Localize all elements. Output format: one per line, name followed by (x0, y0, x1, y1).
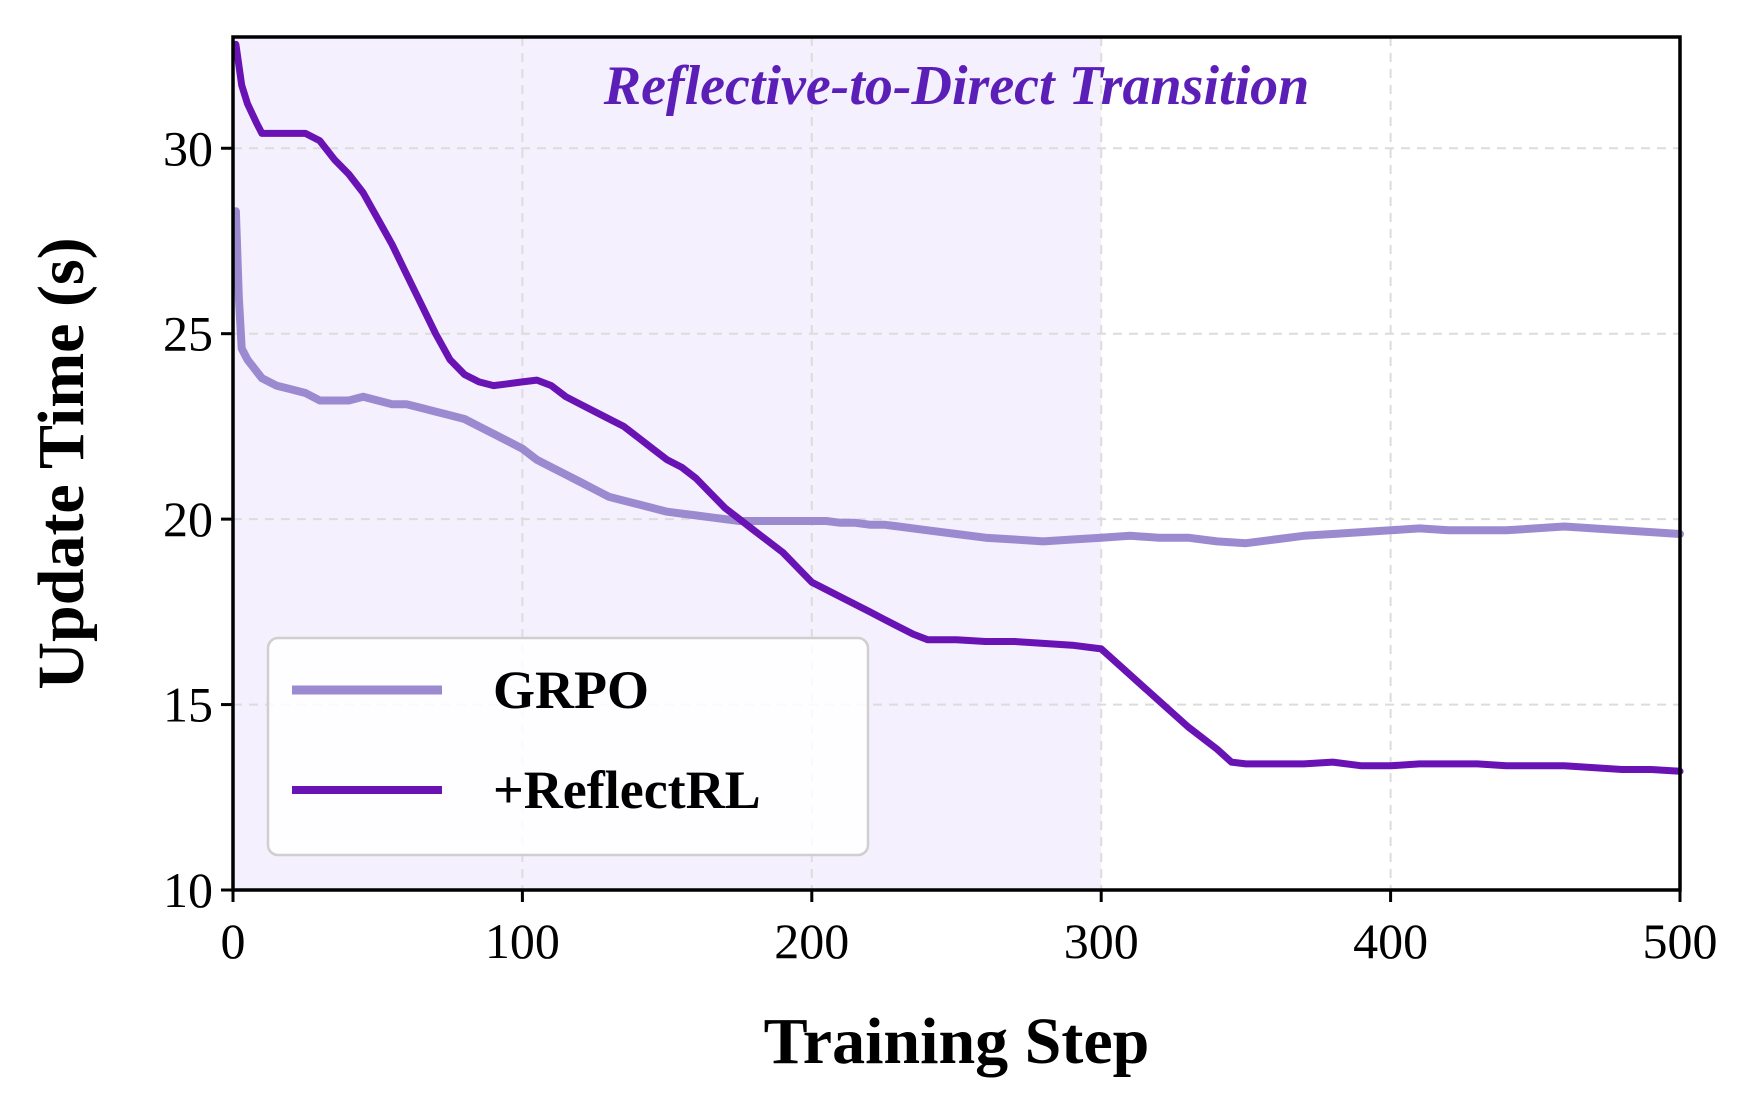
plot-frame (231, 35, 1682, 892)
legend-label-0: GRPO (493, 660, 649, 720)
x-tick-label-5: 500 (1643, 913, 1718, 969)
y-axis-title: Update Time (s) (25, 237, 98, 689)
annotation-text: Reflective-to-Direct Transition (603, 55, 1310, 117)
y-tick-label-2: 20 (163, 491, 213, 547)
series-line-1 (232, 40, 1684, 775)
x-tick-label-3: 300 (1064, 913, 1139, 969)
axis-ticks: 0 100 200 300 400 500 10 15 20 25 30 (163, 120, 1718, 969)
y-tick-label-3: 25 (163, 306, 213, 362)
x-tick-label-4: 400 (1353, 913, 1428, 969)
x-tick-label-0: 0 (221, 913, 246, 969)
legend-label-1: +ReflectRL (493, 760, 761, 820)
y-tick-label-4: 30 (163, 120, 213, 176)
series-lines (231, 40, 1684, 775)
x-tick-label-1: 100 (485, 913, 560, 969)
y-tick-label-1: 15 (163, 677, 213, 733)
legend: GRPO +ReflectRL (266, 636, 870, 857)
x-axis-title: Training Step (764, 1005, 1150, 1078)
y-tick-label-0: 10 (163, 862, 213, 918)
x-tick-label-2: 200 (774, 913, 849, 969)
